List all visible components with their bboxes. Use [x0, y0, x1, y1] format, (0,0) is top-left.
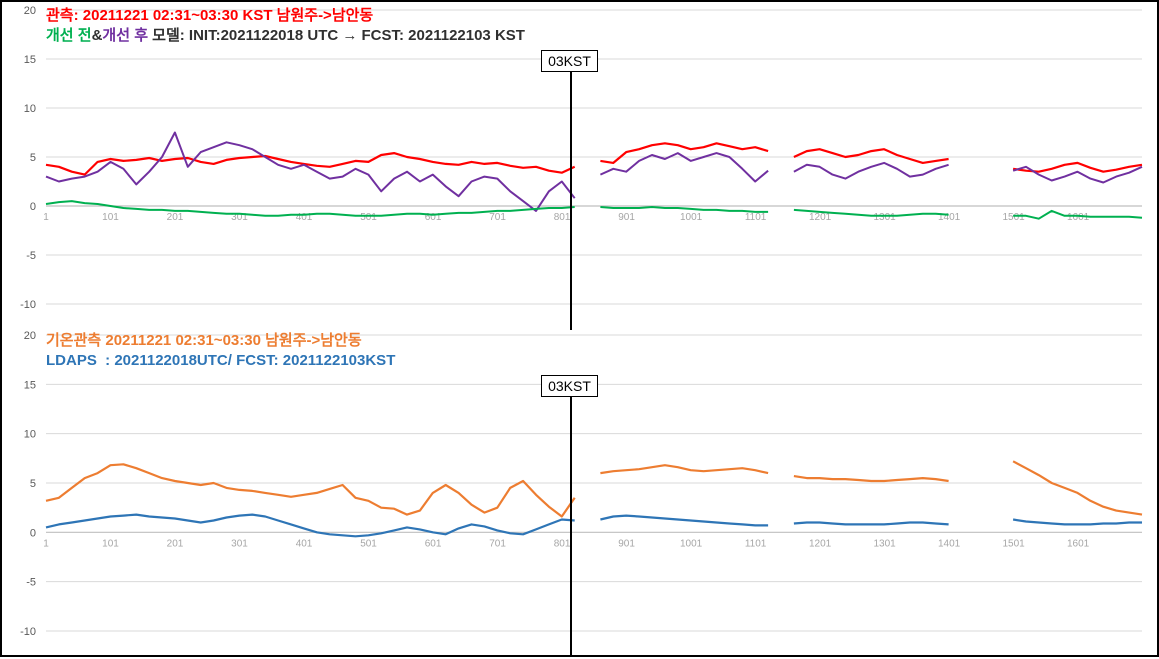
svg-text:10: 10: [24, 103, 36, 115]
panel-top: -10-505101520110120130140150160170180190…: [2, 2, 1157, 327]
svg-text:-10: -10: [20, 299, 36, 311]
svg-text:1201: 1201: [809, 538, 832, 549]
panel-bottom-title: 기온관측 20211221 02:31~03:30 남원주->남안동LDAPS …: [46, 331, 395, 372]
svg-text:701: 701: [489, 538, 506, 549]
svg-text:901: 901: [618, 212, 635, 223]
svg-text:1101: 1101: [745, 538, 767, 549]
svg-text:201: 201: [167, 538, 184, 549]
svg-text:501: 501: [360, 538, 377, 549]
svg-text:15: 15: [24, 54, 36, 66]
series-ldaps_blue: [46, 515, 1142, 537]
svg-text:1: 1: [43, 538, 49, 549]
svg-text:5: 5: [30, 478, 36, 490]
svg-text:1101: 1101: [745, 212, 767, 223]
svg-text:1501: 1501: [1003, 538, 1026, 549]
svg-text:601: 601: [425, 538, 442, 549]
svg-text:1: 1: [43, 212, 49, 223]
svg-text:401: 401: [296, 538, 313, 549]
svg-text:1001: 1001: [680, 212, 703, 223]
svg-text:5: 5: [30, 152, 36, 164]
svg-text:1001: 1001: [680, 538, 703, 549]
svg-text:1401: 1401: [938, 538, 961, 549]
title-line: LDAPS : 2021122018UTC/ FCST: 2021122103K…: [46, 351, 395, 371]
title-segment: 개선 후: [102, 26, 148, 46]
svg-text:201: 201: [167, 212, 184, 223]
title-segment: &: [92, 26, 103, 46]
svg-text:1201: 1201: [809, 212, 832, 223]
title-line: 기온관측 20211221 02:31~03:30 남원주->남안동: [46, 331, 395, 351]
svg-text:801: 801: [554, 538, 571, 549]
svg-text:1601: 1601: [1067, 212, 1090, 223]
marker-line-bottom: [570, 397, 572, 657]
svg-text:15: 15: [24, 379, 36, 391]
series-before_green: [46, 201, 1142, 219]
svg-text:101: 101: [102, 538, 119, 549]
svg-text:501: 501: [360, 212, 377, 223]
svg-text:901: 901: [618, 538, 635, 549]
title-line: 개선 전&개선 후 모델: INIT:2021122018 UTC → FCST…: [46, 26, 525, 46]
marker-label-bottom: 03KST: [541, 375, 598, 397]
svg-text:-5: -5: [26, 577, 36, 589]
title-segment: 개선 전: [46, 26, 92, 46]
svg-text:101: 101: [102, 212, 119, 223]
svg-text:0: 0: [30, 527, 36, 539]
marker-label-top: 03KST: [541, 50, 598, 72]
series-improved_purple: [46, 133, 1142, 211]
title-segment: LDAPS : 2021122018UTC/ FCST: 2021122103K…: [46, 351, 395, 371]
svg-text:1301: 1301: [873, 212, 896, 223]
title-line: 관측: 20211221 02:31~03:30 KST 남원주->남안동: [46, 6, 525, 26]
title-segment: 관측: 20211221 02:31~03:30 KST 남원주->남안동: [46, 6, 373, 26]
figure-container: -10-505101520110120130140150160170180190…: [0, 0, 1159, 657]
svg-text:-10: -10: [20, 626, 36, 638]
svg-text:301: 301: [231, 538, 248, 549]
svg-text:0: 0: [30, 201, 36, 213]
svg-text:20: 20: [24, 330, 36, 342]
svg-text:-5: -5: [26, 250, 36, 262]
svg-text:10: 10: [24, 429, 36, 441]
title-segment: 모델: INIT:2021122018 UTC → FCST: 20211221…: [148, 26, 525, 46]
series-temp_obs_orange: [46, 461, 1142, 516]
svg-text:1501: 1501: [1003, 212, 1026, 223]
svg-text:1601: 1601: [1067, 538, 1090, 549]
panel-top-title: 관측: 20211221 02:31~03:30 KST 남원주->남안동개선 …: [46, 6, 525, 47]
marker-line-top: [570, 72, 572, 330]
svg-text:701: 701: [489, 212, 506, 223]
svg-text:1301: 1301: [873, 538, 896, 549]
title-segment: 기온관측 20211221 02:31~03:30 남원주->남안동: [46, 331, 362, 351]
svg-text:801: 801: [554, 212, 571, 223]
svg-text:20: 20: [24, 5, 36, 17]
panel-bottom: -10-505101520110120130140150160170180190…: [2, 327, 1157, 657]
